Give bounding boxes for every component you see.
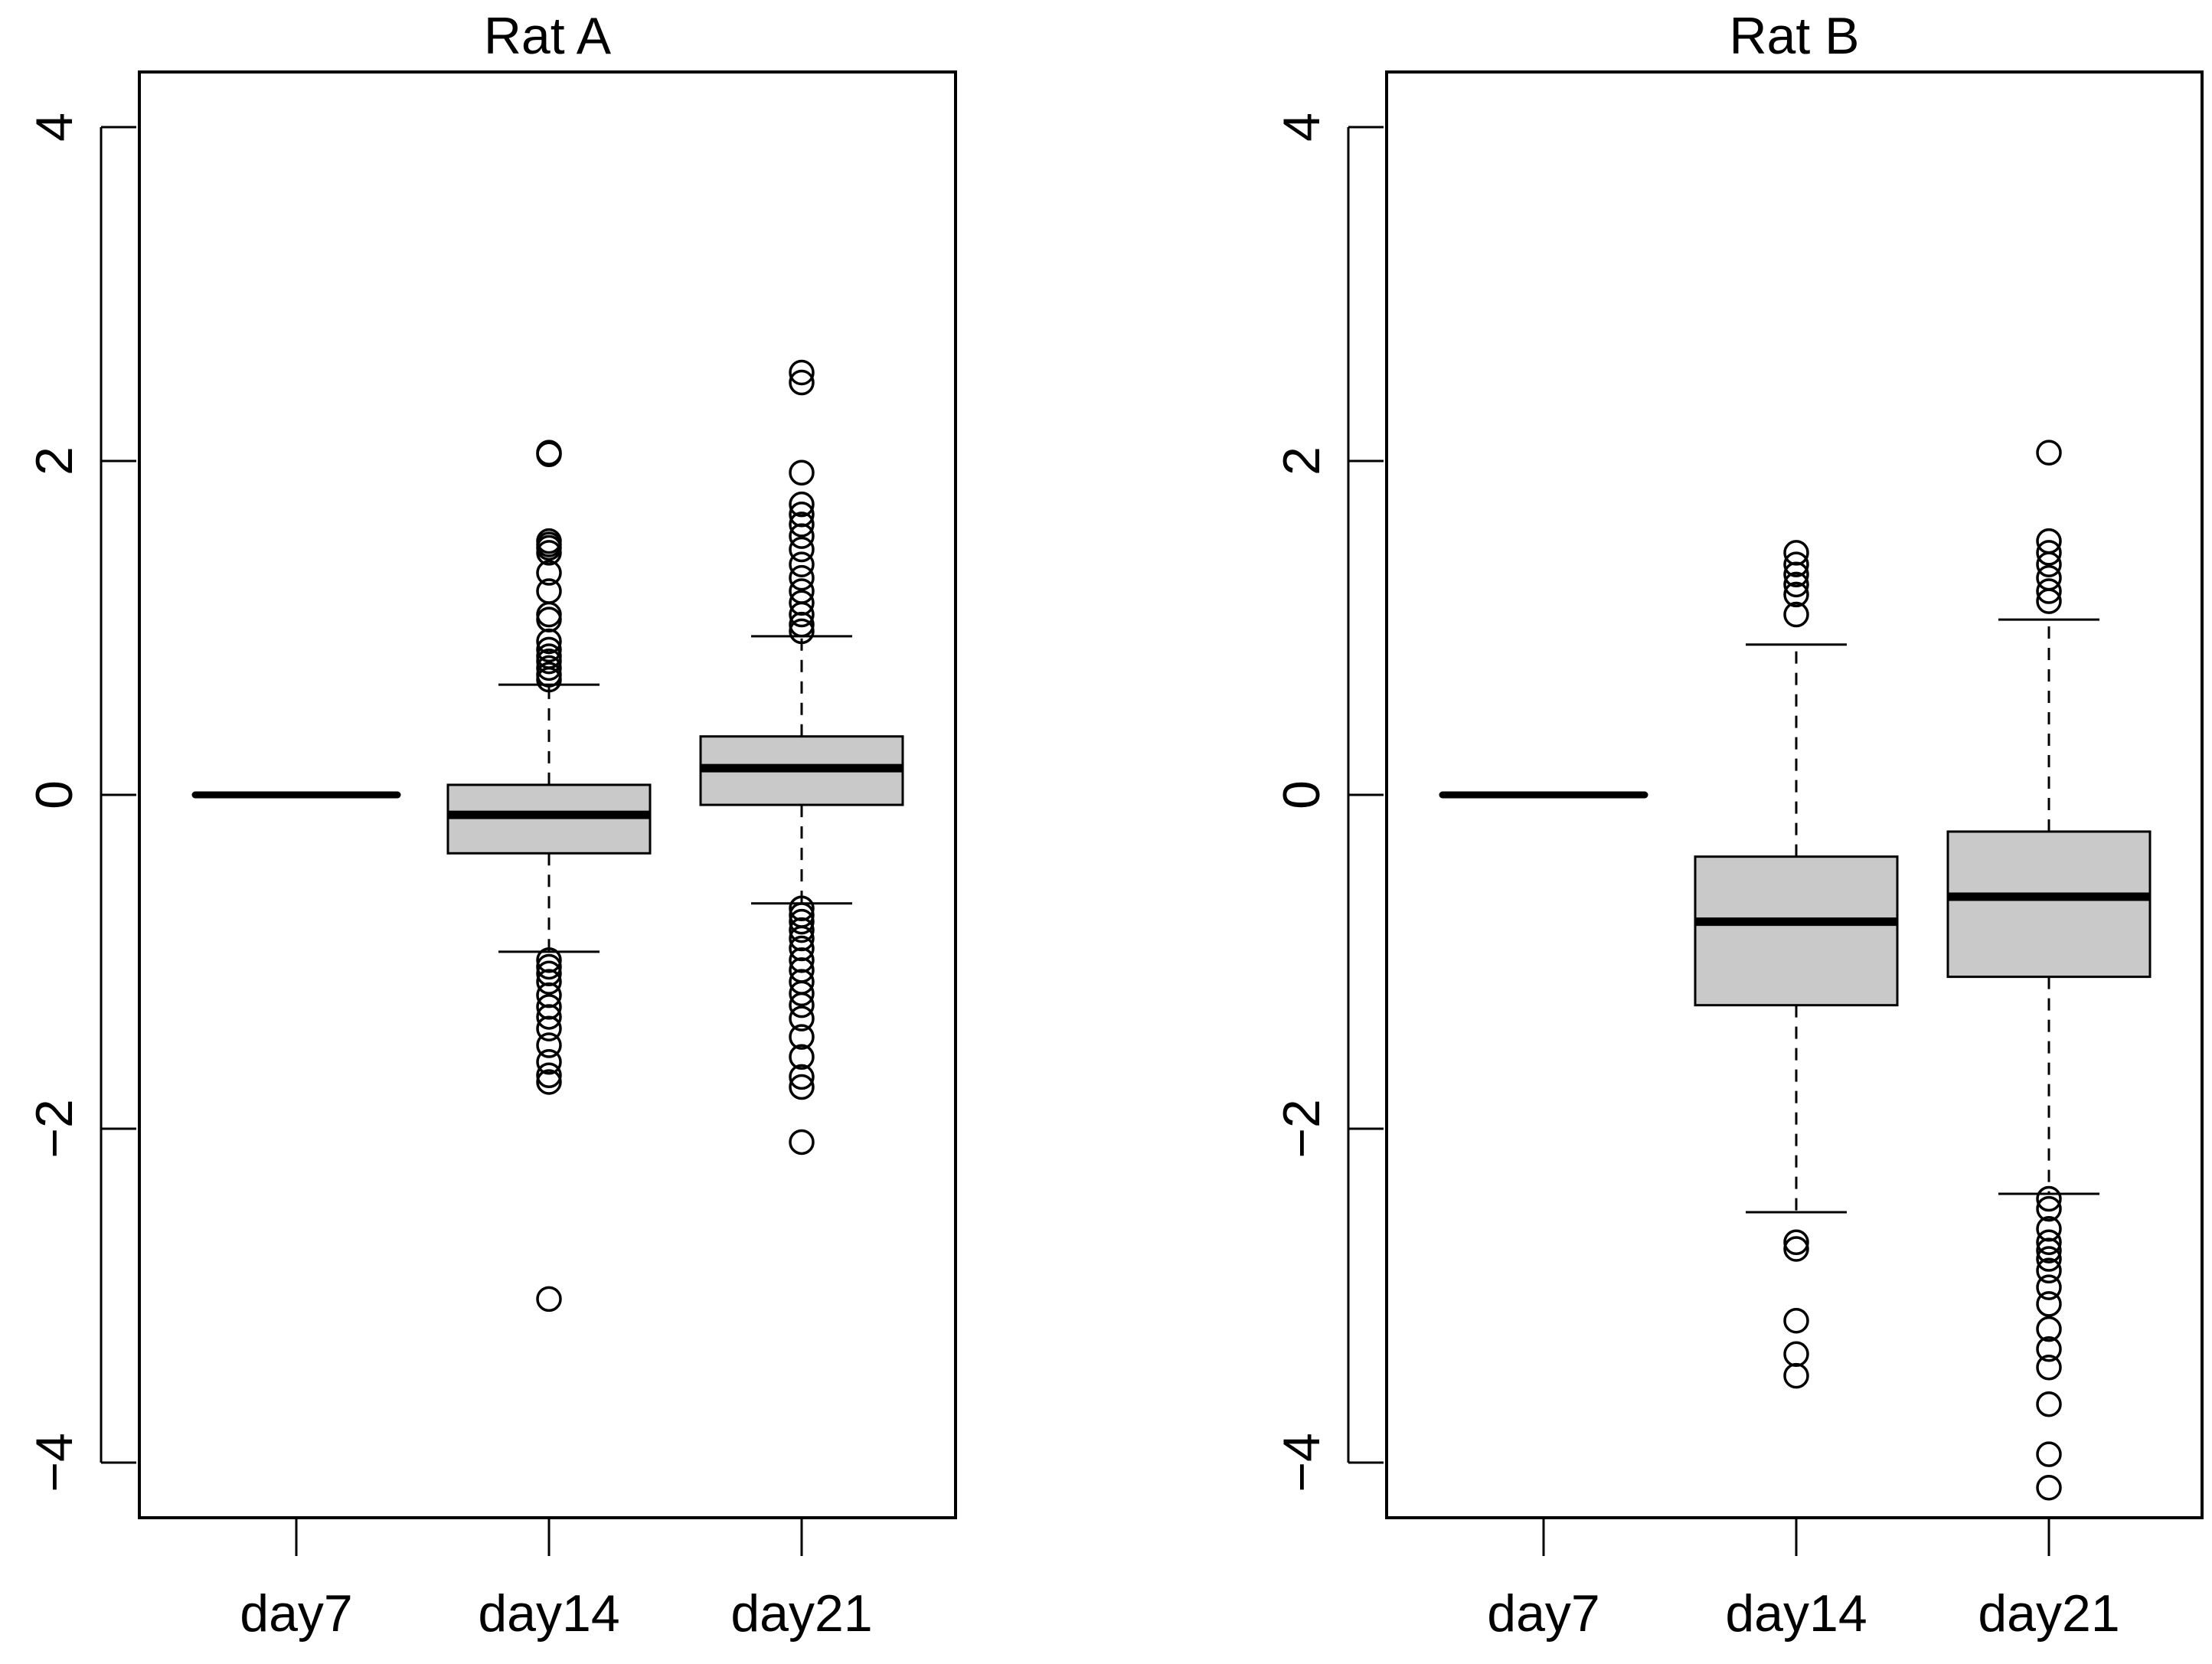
outlier-point xyxy=(789,1064,815,1090)
x-tick-label: day7 xyxy=(240,1584,352,1643)
chart-title: Rat B xyxy=(1729,7,1859,65)
y-tick-label: 0 xyxy=(1273,780,1331,809)
outlier-point xyxy=(536,969,562,995)
outlier-point xyxy=(2036,1229,2062,1255)
outlier-point xyxy=(789,459,815,486)
outlier-point xyxy=(536,560,562,586)
outlier-point xyxy=(789,611,815,638)
outlier-point xyxy=(1783,1236,1809,1262)
outlier-point xyxy=(536,606,562,633)
outlier-point xyxy=(536,1049,562,1075)
outlier-point xyxy=(536,1069,562,1095)
outlier-point xyxy=(536,636,562,663)
outlier-point xyxy=(1783,1362,1809,1389)
outlier-point xyxy=(536,1286,562,1313)
outlier-point xyxy=(2036,1246,2062,1272)
outlier-point xyxy=(2036,1257,2062,1284)
outlier-point xyxy=(536,1015,562,1041)
outlier-point xyxy=(536,1032,562,1058)
y-tick-label: 0 xyxy=(25,780,83,809)
outlier-point xyxy=(789,564,815,591)
x-tick-label: day14 xyxy=(478,1584,619,1643)
outlier-point xyxy=(789,1024,815,1050)
outlier-point xyxy=(789,551,815,577)
outlier-point xyxy=(789,1074,815,1100)
outlier-point xyxy=(2036,1291,2062,1317)
outlier-point xyxy=(2036,578,2062,604)
outlier-point xyxy=(1783,551,1809,577)
outlier-point xyxy=(2036,1274,2062,1300)
y-tick-label: −4 xyxy=(25,1433,83,1492)
outlier-point xyxy=(536,1004,562,1030)
outlier-point xyxy=(1783,561,1809,587)
outlier-point xyxy=(2036,1316,2062,1342)
outlier-point xyxy=(1783,571,1809,598)
y-tick-label: 2 xyxy=(1273,446,1331,476)
outlier-point xyxy=(2036,551,2062,577)
box xyxy=(1694,855,1899,1007)
outlier-point xyxy=(2036,588,2062,614)
outlier-point xyxy=(536,666,562,693)
outlier-point xyxy=(789,618,815,645)
outlier-point xyxy=(536,648,562,675)
panel-rat-b: Rat B −4 −2 0 2 4 day7 day14 day21 xyxy=(1273,7,2204,1643)
outlier-point xyxy=(536,953,562,980)
x-tick-label: day7 xyxy=(1487,1584,1599,1643)
y-tick-label: −2 xyxy=(25,1099,83,1159)
y-tick-label: 4 xyxy=(1273,113,1331,142)
outlier-point xyxy=(2036,1441,2062,1467)
outlier-point xyxy=(789,908,815,935)
outlier-point xyxy=(789,502,815,528)
outlier-point xyxy=(536,655,562,682)
outlier-point xyxy=(789,917,815,943)
x-tick-label: day14 xyxy=(1725,1584,1867,1643)
chart-title: Rat A xyxy=(484,7,612,65)
outlier-point xyxy=(2036,440,2062,466)
panel-rat-a: Rat A −4 −2 0 2 4 day7 day14 day21 xyxy=(25,7,957,1643)
outlier-point xyxy=(789,536,815,563)
outlier-point xyxy=(536,441,562,468)
outlier-point xyxy=(536,628,562,655)
outlier-point xyxy=(789,1005,815,1031)
outlier-point xyxy=(789,980,815,1007)
y-tick-label: −2 xyxy=(1273,1099,1331,1159)
outlier-point xyxy=(789,523,815,549)
outlier-point xyxy=(2036,1336,2062,1362)
x-tick-label: day21 xyxy=(730,1584,872,1643)
outlier-point xyxy=(789,601,815,628)
outlier-point xyxy=(2036,1354,2062,1381)
outlier-point xyxy=(789,512,815,538)
outlier-point xyxy=(2036,1391,2062,1417)
y-tick-label: −4 xyxy=(1273,1433,1331,1492)
outlier-point xyxy=(789,992,815,1018)
outlier-point xyxy=(2036,1237,2062,1264)
outlier-point xyxy=(2036,564,2062,591)
outlier-point xyxy=(789,359,815,386)
box xyxy=(1946,830,2152,979)
outlier-point xyxy=(1783,1341,1809,1368)
outlier-point xyxy=(2036,1195,2062,1222)
y-tick-label: 4 xyxy=(25,113,83,142)
x-tick-label: day21 xyxy=(1978,1584,2119,1643)
outlier-point xyxy=(789,491,815,518)
outlier-point xyxy=(2036,540,2062,566)
outlier-point xyxy=(1783,1229,1809,1255)
plot-frame xyxy=(138,70,957,1519)
outlier-point xyxy=(789,1129,815,1156)
plot-frame xyxy=(1385,70,2204,1519)
y-tick-label: 2 xyxy=(25,446,83,476)
outlier-point xyxy=(2036,1474,2062,1501)
outlier-point xyxy=(536,601,562,628)
outlier-point xyxy=(536,1062,562,1088)
outlier-point xyxy=(789,1044,815,1071)
outlier-point xyxy=(1783,1307,1809,1334)
outlier-point xyxy=(789,369,815,396)
outlier-point xyxy=(1783,601,1809,628)
outlier-point xyxy=(2036,1185,2062,1212)
outlier-point xyxy=(1783,581,1809,608)
outlier-point xyxy=(536,540,562,566)
